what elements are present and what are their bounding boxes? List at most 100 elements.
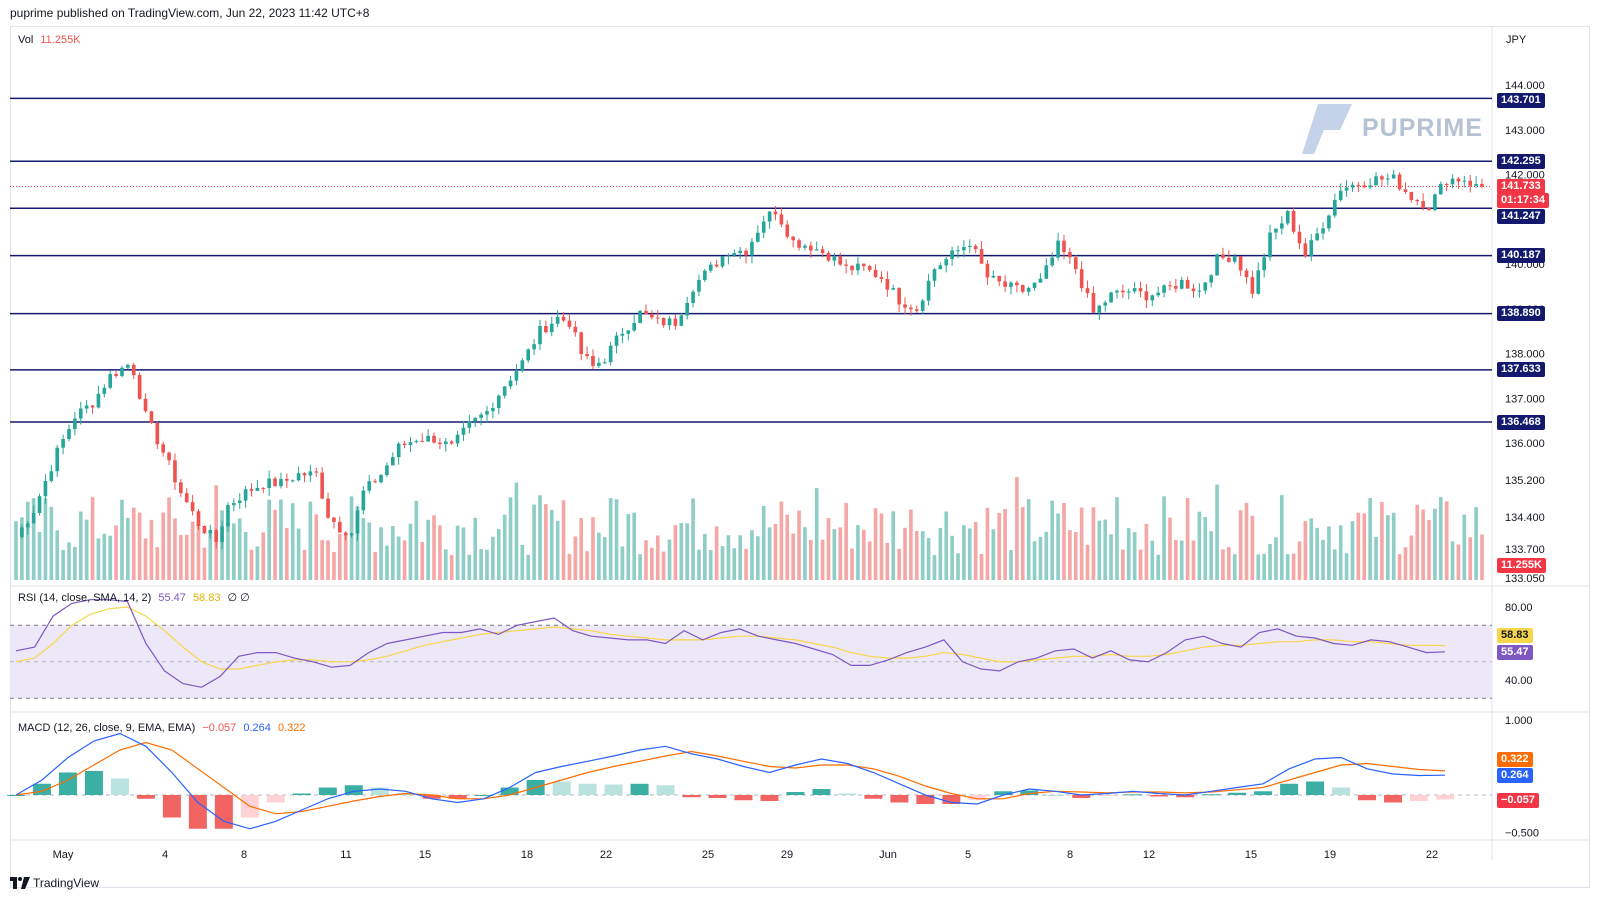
volume-bar xyxy=(820,539,825,580)
macd-histogram-bar xyxy=(110,778,129,795)
volume-bar xyxy=(549,509,554,580)
candle-body xyxy=(1103,302,1108,306)
macd-histogram-bar xyxy=(630,783,649,795)
price-tick-label: 144.000 xyxy=(1505,80,1545,92)
rsi-tag: 55.47 xyxy=(1497,645,1533,660)
candle-body xyxy=(1344,187,1349,191)
macd-histogram-bar xyxy=(500,787,519,795)
candle-body xyxy=(337,521,342,533)
volume-bar xyxy=(1079,507,1084,580)
candle-body xyxy=(1256,270,1261,294)
candle-body xyxy=(43,480,48,497)
volume-bar xyxy=(1385,515,1390,580)
candle-body xyxy=(379,475,383,483)
candle-body xyxy=(1409,191,1414,200)
candle-body xyxy=(1450,178,1455,185)
volume-bar xyxy=(243,531,248,580)
volume-bar xyxy=(585,551,589,580)
volume-bar xyxy=(685,523,689,580)
candle-body xyxy=(473,417,478,422)
price-tick-label: 138.000 xyxy=(1505,349,1545,361)
volume-bar xyxy=(720,546,725,580)
x-axis-label: Jun xyxy=(879,849,897,861)
volume-bar xyxy=(538,495,542,580)
volume-bar xyxy=(302,549,307,580)
candle-body xyxy=(96,393,101,408)
volume-bar xyxy=(832,529,837,580)
candle-body xyxy=(826,253,831,261)
candle-body xyxy=(55,447,60,472)
volume-bar xyxy=(567,553,572,580)
candle-body xyxy=(732,253,737,256)
macd-histogram-bar xyxy=(864,795,883,799)
candle-body xyxy=(1415,199,1420,202)
volume-bar xyxy=(708,550,713,580)
volume-bar xyxy=(1268,544,1272,580)
volume-bar xyxy=(1274,537,1278,580)
volume-bar xyxy=(897,548,901,580)
candle-body xyxy=(414,441,419,443)
volume-bar xyxy=(950,535,954,580)
candle-body xyxy=(1150,295,1155,301)
macd-histogram-bar xyxy=(1098,795,1117,796)
candle-body xyxy=(461,427,466,435)
rsi-sma-value: 58.83 xyxy=(192,592,221,604)
volume-bar xyxy=(1433,508,1437,580)
candle-body xyxy=(773,211,778,215)
volume-bar xyxy=(479,549,483,580)
candle-body xyxy=(167,452,171,461)
macd-histogram-bar xyxy=(1254,791,1273,795)
volume-bar xyxy=(555,520,560,580)
candle-body xyxy=(614,335,619,346)
candle-body xyxy=(290,480,295,482)
candle-body xyxy=(261,487,266,489)
candle-body xyxy=(1009,282,1013,287)
candle-body xyxy=(1073,257,1078,270)
macd-histogram-bar xyxy=(760,795,779,801)
candle-body xyxy=(73,418,77,430)
macd-histogram-bar xyxy=(838,793,857,795)
candle-body xyxy=(1062,240,1066,253)
candle-body xyxy=(491,408,495,412)
macd-histogram-bar xyxy=(552,781,571,795)
countdown-tag: 01:17:34 xyxy=(1497,193,1550,208)
volume-bar xyxy=(1409,535,1414,580)
volume-bar xyxy=(903,527,907,580)
price-tick-label: 135.200 xyxy=(1505,475,1545,487)
volume-bar xyxy=(1280,495,1284,580)
volume-bar xyxy=(1380,502,1384,580)
volume-bar xyxy=(1456,544,1461,580)
rsi-value: 55.47 xyxy=(158,592,186,604)
candle-body xyxy=(1003,281,1007,287)
macd-hist-value: −0.057 xyxy=(202,722,237,734)
candle-body xyxy=(903,304,907,308)
candle-body xyxy=(744,250,748,256)
candle-body xyxy=(367,481,372,491)
volume-bar xyxy=(1050,500,1055,580)
tradingview-footer[interactable]: TradingView xyxy=(10,876,99,890)
candle-body xyxy=(1138,288,1143,292)
macd-histogram-bar xyxy=(994,791,1013,795)
volume-bar xyxy=(1191,540,1196,580)
volume-bar xyxy=(803,527,807,580)
candle-body xyxy=(844,264,848,266)
macd-histogram-bar xyxy=(344,785,363,795)
volume-bar xyxy=(914,530,919,580)
volume-bar xyxy=(1179,540,1184,580)
candle-body xyxy=(61,439,65,448)
volume-bar xyxy=(1115,497,1119,580)
macd-histogram-bar xyxy=(292,793,311,795)
candle-body xyxy=(420,441,425,443)
candle-body xyxy=(873,269,878,278)
volume-bar xyxy=(196,520,201,580)
volume-bar xyxy=(1026,499,1031,580)
candle-body xyxy=(920,300,925,311)
volume-bar xyxy=(826,518,831,580)
candle-body xyxy=(1456,178,1461,182)
level-tag-143701: 143.701 xyxy=(1497,93,1545,108)
volume-bar xyxy=(349,496,354,580)
candle-body xyxy=(1309,240,1314,256)
candle-body xyxy=(220,526,224,543)
candle-body xyxy=(938,265,943,270)
